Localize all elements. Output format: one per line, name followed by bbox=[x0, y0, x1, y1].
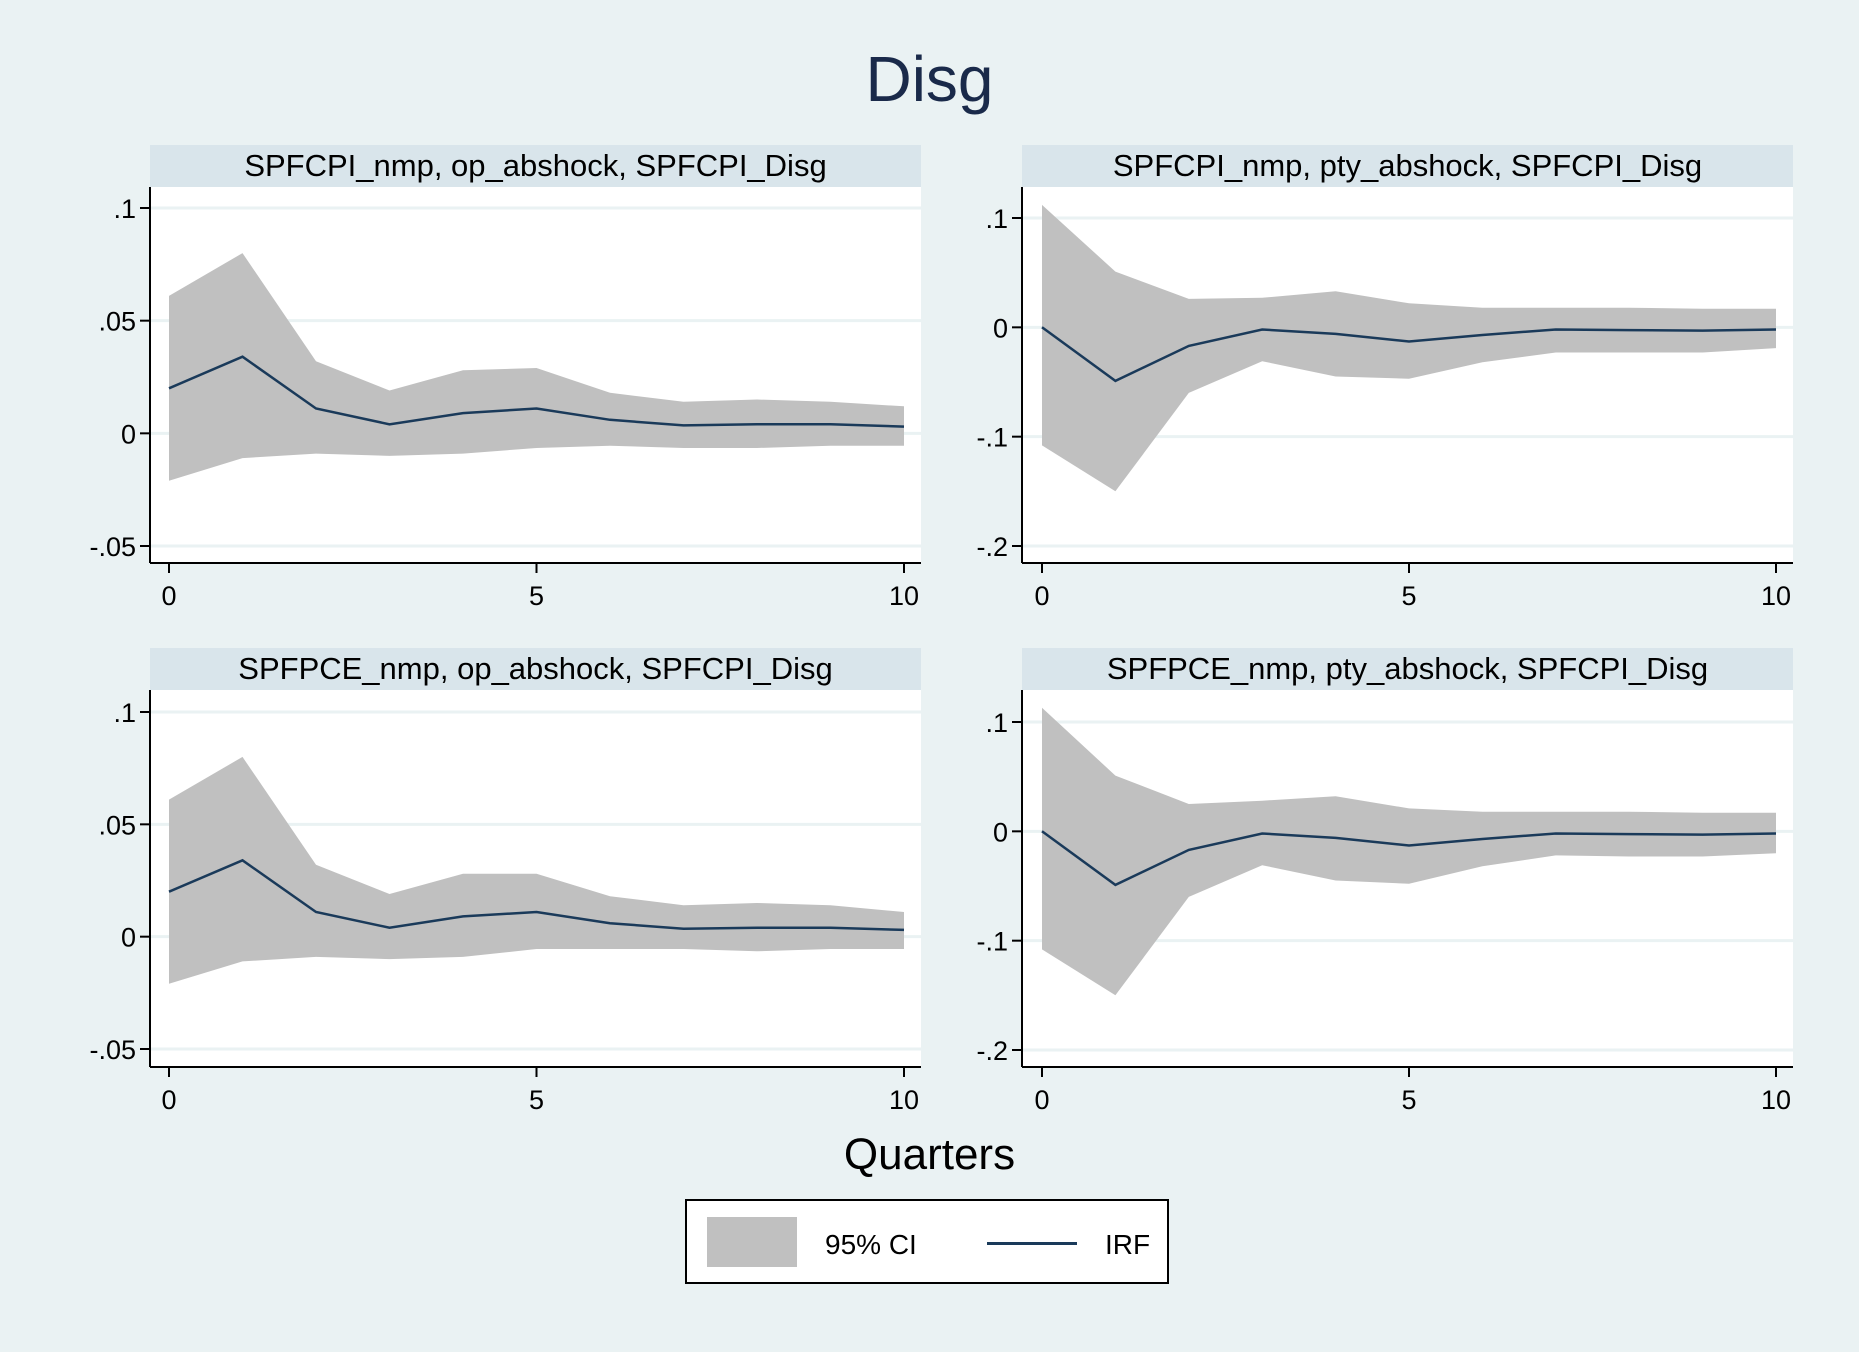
panel-4-y-tick-label-3: -.2 bbox=[976, 1036, 1008, 1066]
panel-3-x-tick-label-1: 5 bbox=[529, 1085, 544, 1115]
panel-4-y-tick-label-0: .1 bbox=[985, 708, 1008, 738]
panel-4-x-tick-label-0: 0 bbox=[1034, 1085, 1049, 1115]
panel-2-ci-band bbox=[1042, 204, 1776, 492]
panel-3-x-tick-label-2: 10 bbox=[889, 1085, 919, 1115]
panel-1-y-tick-label-3: -.05 bbox=[89, 532, 136, 562]
legend-ci-swatch bbox=[707, 1217, 797, 1267]
panel-3-y-tick-label-2: 0 bbox=[121, 923, 136, 953]
panel-2-y-tick-label-2: -.1 bbox=[976, 423, 1008, 453]
legend: 95% CI IRF bbox=[685, 1199, 1169, 1284]
panel-3-x-tick-label-0: 0 bbox=[161, 1085, 176, 1115]
panel-4-x-tick-label-2: 10 bbox=[1761, 1085, 1791, 1115]
panel-3-y-tick-label-1: .05 bbox=[98, 810, 136, 840]
panel-2-x-tick-label-1: 5 bbox=[1401, 581, 1416, 611]
figure-title: Disg bbox=[865, 43, 994, 115]
panel-1-y-tick-label-2: 0 bbox=[121, 419, 136, 449]
panel-1-x-tick-label-1: 5 bbox=[529, 581, 544, 611]
panel-2-x-tick-label-0: 0 bbox=[1034, 581, 1049, 611]
panel-4-x-tick-label-1: 5 bbox=[1401, 1085, 1416, 1115]
panel-1-irf-line bbox=[168, 355, 905, 428]
legend-ci-label: 95% CI bbox=[825, 1229, 917, 1260]
panel-3-y-tick-label-3: -.05 bbox=[89, 1035, 136, 1065]
panel-4-title: SPFPCE_nmp, pty_abshock, SPFCPI_Disg bbox=[1022, 648, 1793, 690]
panel-3-title: SPFPCE_nmp, op_abshock, SPFCPI_Disg bbox=[150, 648, 921, 690]
x-axis-title: Quarters bbox=[843, 1130, 1016, 1179]
panel-2-y-tick-label-1: 0 bbox=[993, 313, 1008, 343]
legend-irf-label: IRF bbox=[1105, 1229, 1151, 1260]
panel-1-x-tick-label-0: 0 bbox=[161, 581, 176, 611]
panel-2-irf-line bbox=[1041, 326, 1777, 383]
panel-2-x-tick-label-2: 10 bbox=[1761, 581, 1791, 611]
panel-4-irf-line bbox=[1041, 830, 1777, 887]
panel-2-y-tick-label-3: -.2 bbox=[976, 532, 1008, 562]
panel-1-title: SPFCPI_nmp, op_abshock, SPFCPI_Disg bbox=[150, 145, 921, 187]
panel-1-x-tick-label-2: 10 bbox=[889, 581, 919, 611]
panel-1-y-tick-label-0: .1 bbox=[113, 194, 136, 224]
panel-3-irf-line bbox=[168, 858, 905, 932]
panel-2-title: SPFCPI_nmp, pty_abshock, SPFCPI_Disg bbox=[1022, 145, 1793, 187]
panel-4-y-tick-label-1: 0 bbox=[993, 817, 1008, 847]
panel-2-y-tick-label-0: .1 bbox=[985, 204, 1008, 234]
legend-irf-line bbox=[987, 1242, 1077, 1245]
panel-4-ci-band bbox=[1042, 707, 1776, 996]
panel-3-y-tick-label-0: .1 bbox=[113, 698, 136, 728]
panel-1-y-tick-label-1: .05 bbox=[98, 307, 136, 337]
panel-4-y-tick-label-2: -.1 bbox=[976, 927, 1008, 957]
